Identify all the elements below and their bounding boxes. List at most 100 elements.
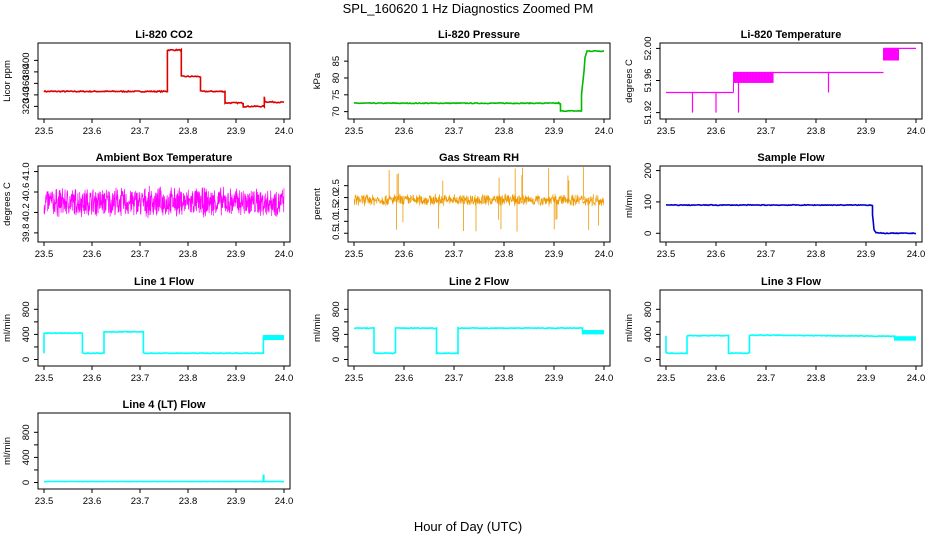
line-4-lt-flow-frame: [37, 412, 291, 490]
li-820-co2-ytick-label: 380: [21, 64, 32, 80]
gas-stream-rh-xtick-label: 24.0: [595, 249, 614, 260]
li-820-co2-frame: [37, 42, 291, 120]
line-3-flow-frame: [659, 289, 923, 367]
line-4-lt-flow-xtick-label: 23.7: [131, 496, 150, 507]
ambient-box-temperature-frame: [37, 165, 291, 243]
gas-stream-rh-ytick-label: 2.0: [331, 191, 342, 204]
line-3-flow-line: [665, 333, 917, 355]
line-3-flow-xtick-label: 23.7: [757, 373, 776, 384]
sample-flow-ylabel: ml/min: [624, 190, 635, 218]
li-820-co2-ytick-label: 340: [21, 87, 32, 103]
li-820-pressure-ylabel: kPa: [312, 72, 323, 89]
li-820-temperature-xtick-label: 24.0: [907, 126, 926, 137]
ambient-box-temperature-xtick-label: 24.0: [275, 249, 294, 260]
li-820-temperature-ylabel: degrees C: [624, 59, 635, 103]
line-3-flow-panel: Line 3 Flow ml/min 23.5 23.6 23.7 23.8 23.9 24.…: [624, 276, 925, 384]
line-1-flow-xtick-label: 23.6: [83, 373, 102, 384]
line-4-lt-flow-xtick-label: 24.0: [275, 496, 294, 507]
li-820-temperature-xtick-label: 23.8: [807, 126, 826, 137]
li-820-temperature-xtick-label: 23.6: [707, 126, 726, 137]
line-3-flow-ytick-label: 800: [643, 301, 654, 317]
li-820-co2-ytick-label: 360: [21, 75, 32, 91]
ambient-box-temperature-ytick-label: 39.8: [21, 224, 32, 243]
li-820-temperature-panel: Li-820 Temperature degrees C 23.5 23.6 23.7 2…: [624, 29, 925, 137]
line-2-flow-ylabel: ml/min: [312, 314, 323, 342]
line-2-flow-ytick-label: 0: [331, 357, 342, 362]
line-3-flow-ytick-label: 400: [643, 326, 654, 342]
li-820-pressure-xtick-label: 24.0: [595, 126, 614, 137]
li-820-pressure-panel: Li-820 Pressure kPa 23.5 23.6 23.7 23.8 23.9 24…: [312, 29, 613, 137]
line-4-lt-flow-panel: Line 4 (LT) Flow ml/min 23.5 23.6 23.7 23.8 23…: [2, 399, 293, 507]
sample-flow-xtick-label: 23.5: [657, 249, 676, 260]
li-820-pressure-line: [353, 49, 604, 113]
gas-stream-rh-xtick-label: 23.8: [495, 249, 514, 260]
line-3-flow-ytick-label: 0: [643, 357, 654, 362]
li-820-pressure-ytick-label: 85: [331, 56, 342, 67]
sample-flow-ytick-label: 100: [643, 194, 654, 210]
ambient-box-temperature-xtick-label: 23.8: [179, 249, 198, 260]
ambient-box-temperature-ytick-label: 41.0: [21, 162, 32, 181]
line-2-flow-xtick-label: 23.5: [345, 373, 364, 384]
line-1-flow-series: [43, 330, 285, 355]
li-820-temperature-ytick-label: 52.00: [643, 37, 654, 61]
line-4-lt-flow-xtick-label: 23.9: [227, 496, 246, 507]
gas-stream-rh-xtick-label: 23.6: [395, 249, 414, 260]
li-820-co2-title: Li-820 CO2: [135, 29, 192, 41]
line-4-lt-flow-xtick-label: 23.6: [83, 496, 102, 507]
line-2-flow-xtick-label: 23.8: [495, 373, 514, 384]
line-3-flow-xtick-label: 23.9: [857, 373, 876, 384]
ambient-box-temperature-series: [43, 185, 285, 219]
line-4-lt-flow-ytick-label: 0: [21, 480, 32, 485]
line-4-lt-flow-ytick-label: 800: [21, 424, 32, 440]
gas-stream-rh-series: [353, 167, 605, 232]
sample-flow-ytick-label: 0: [643, 231, 654, 236]
sample-flow-xtick-label: 23.8: [807, 249, 826, 260]
gas-stream-rh-ytick-label: 1.5: [331, 203, 342, 216]
li-820-pressure-ytick-label: 75: [331, 90, 342, 101]
line-2-flow-panel: Line 2 Flow ml/min 23.5 23.6 23.7 23.8 23.9 24.…: [312, 276, 613, 384]
li-820-temperature-series: [666, 47, 916, 113]
gas-stream-rh-ytick-label: 1.0: [331, 215, 342, 228]
gas-stream-rh-title: Gas Stream RH: [439, 152, 519, 164]
line-2-flow-xtick-label: 24.0: [595, 373, 614, 384]
sample-flow-title: Sample Flow: [757, 152, 825, 164]
line-3-flow-xtick-label: 23.8: [807, 373, 826, 384]
line-3-flow-xtick-label: 23.5: [657, 373, 676, 384]
li-820-temperature-ytick-label: 51.92: [643, 101, 654, 125]
li-820-co2-xtick-label: 23.6: [83, 126, 102, 137]
li-820-co2-ytick-label: 320: [21, 98, 32, 114]
line-2-flow-xtick-label: 23.7: [445, 373, 464, 384]
line-1-flow-frame: [37, 289, 291, 367]
li-820-co2-panel: Li-820 CO2 Licor ppm 23.5 23.6 23.7 23.8 23.9 2…: [2, 29, 293, 137]
li-820-co2-xtick-label: 23.8: [179, 126, 198, 137]
li-820-temperature-ytick-label: 51.96: [643, 69, 654, 93]
li-820-co2-xtick-label: 23.7: [131, 126, 150, 137]
sample-flow-frame: [659, 165, 923, 243]
line-1-flow-xtick-label: 23.7: [131, 373, 150, 384]
line-1-flow-title: Line 1 Flow: [134, 276, 194, 288]
gas-stream-rh-xtick-label: 23.5: [345, 249, 364, 260]
line-2-flow-ytick-label: 800: [331, 301, 342, 317]
line-4-lt-flow-ylabel: ml/min: [2, 437, 13, 465]
ambient-box-temperature-xtick-label: 23.6: [83, 249, 102, 260]
line-1-flow-xtick-label: 23.8: [179, 373, 198, 384]
line-1-flow-line: [43, 330, 285, 355]
li-820-pressure-frame: [347, 42, 611, 120]
li-820-pressure-xtick-label: 23.6: [395, 126, 414, 137]
li-820-temperature-xtick-label: 23.5: [657, 126, 676, 137]
li-820-temperature-xtick-label: 23.9: [857, 126, 876, 137]
line-2-flow-line: [353, 326, 605, 355]
li-820-temperature-xtick-label: 23.7: [757, 126, 776, 137]
line-4-lt-flow-ytick-label: 400: [21, 449, 32, 465]
sample-flow-xtick-label: 23.9: [857, 249, 876, 260]
sample-flow-panel: Sample Flow ml/min 23.5 23.6 23.7 23.8 23.9 24.…: [624, 152, 925, 260]
line-2-flow-xtick-label: 23.6: [395, 373, 414, 384]
ambient-box-temperature-xtick-label: 23.9: [227, 249, 246, 260]
line-1-flow-ytick-label: 0: [21, 357, 32, 362]
line-2-flow-frame: [347, 289, 611, 367]
ambient-box-temperature-ytick-label: 40.2: [21, 203, 32, 222]
ambient-box-temperature-line: [43, 185, 285, 219]
line-1-flow-xtick-label: 24.0: [275, 373, 294, 384]
gas-stream-rh-xtick-label: 23.9: [545, 249, 564, 260]
